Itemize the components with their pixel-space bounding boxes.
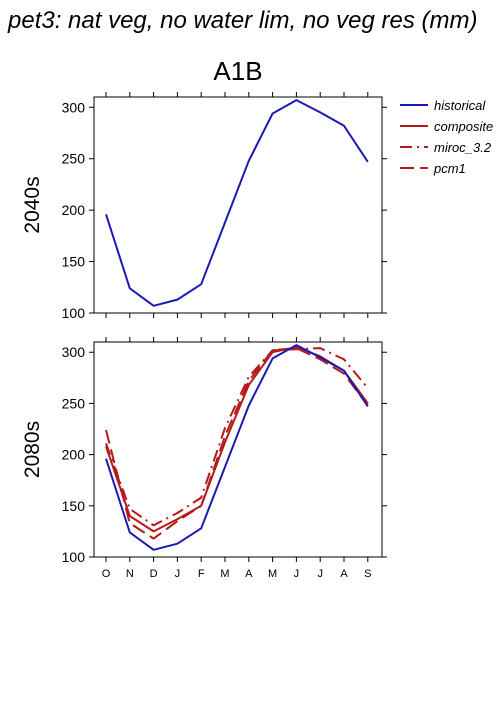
legend-label: historical [434,98,486,113]
x-tick-label: O [102,568,111,580]
y-tick-label: 250 [62,151,86,167]
chart-panels: 100 150 200 250 300 2040s 100 150 200 250 300 O N D J F… [21,92,387,580]
y-tick-label: 200 [62,202,86,218]
row-label: 2080s [21,421,44,478]
figure-title: pet3: nat veg, no water lim, no veg res … [7,7,478,34]
x-tick-label: A [340,568,348,580]
series-line-pcm1 [105,347,369,540]
y-tick-label: 200 [62,447,86,463]
series-line-composite [105,346,369,533]
x-tick-label: N [126,568,134,580]
row-label: 2040s [21,176,44,233]
series-line-historical [105,99,369,307]
legend-label: pcm1 [433,161,466,176]
x-tick-label: S [364,568,371,580]
legend-label: composite [434,119,493,134]
series-line-historical [105,344,369,551]
x-tick-label: M [268,568,277,580]
x-tick-label: F [198,568,205,580]
legend: historical composite miroc_3.2 pcm1 [400,98,493,176]
plot-frame [93,96,383,314]
y-tick-label: 250 [62,395,86,411]
y-tick-label: 300 [62,344,86,360]
y-tick-label: 100 [62,305,86,321]
legend-label: miroc_3.2 [434,140,492,155]
plot-frame [93,341,383,558]
x-tick-label: J [294,568,300,580]
panel-2080s: 100 150 200 250 300 O N D J F M A M J J A S 2080s [21,337,387,580]
x-tick-label: J [175,568,181,580]
scenario-title: A1B [213,56,262,86]
x-tick-label: M [220,568,229,580]
panel-2040s: 100 150 200 250 300 2040s [21,92,387,321]
y-tick-label: 100 [62,549,86,565]
x-tick-label: D [150,568,158,580]
x-tick-label: J [317,568,323,580]
series-line-miroc_3.2 [105,347,369,527]
x-tick-label: A [245,568,253,580]
y-tick-label: 150 [62,498,86,514]
y-tick-label: 300 [62,99,86,115]
y-tick-label: 150 [62,254,86,270]
